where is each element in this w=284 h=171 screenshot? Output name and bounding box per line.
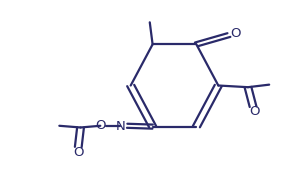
Text: O: O [249,105,260,118]
Text: O: O [73,146,83,159]
Text: O: O [231,27,241,40]
Text: O: O [95,119,106,132]
Text: N: N [116,120,126,133]
